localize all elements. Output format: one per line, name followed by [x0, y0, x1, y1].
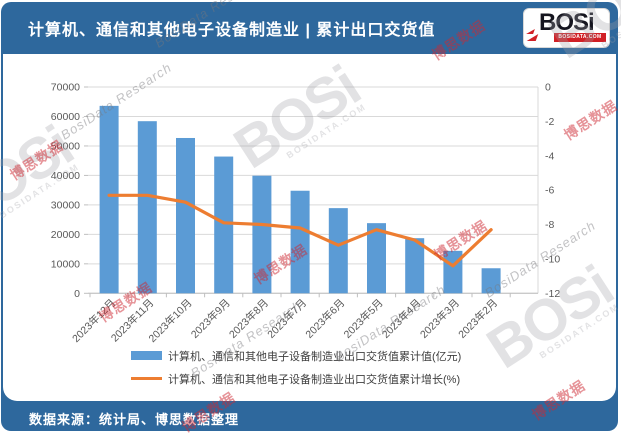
footer-bar: 数据来源：统计局、博思数据整理: [1, 401, 618, 431]
right-axis-label: 0: [545, 82, 551, 94]
bar-2023年3月: [443, 250, 463, 294]
bar-2023年6月: [328, 208, 348, 294]
right-axis-label: -8: [545, 219, 554, 231]
line-series-swatch-icon: [131, 377, 162, 380]
data-source-note: 数据来源：统计局、博思数据整理: [29, 412, 240, 427]
bar-2023年8月: [252, 175, 272, 294]
left-axis-label: 10000: [51, 258, 80, 270]
legend-label: 计算机、通信和其他电子设备制造业出口交货值累计值(亿元): [168, 350, 462, 363]
x-axis-label: 2023年9月: [188, 296, 233, 341]
x-axis-label: 2023年4月: [379, 296, 424, 341]
left-axis-label: 30000: [51, 199, 80, 211]
x-axis-label: 2023年3月: [417, 296, 462, 341]
bar-2023年11月: [137, 121, 157, 294]
x-axis-label: 2023年2月: [456, 296, 501, 341]
left-axis-label: 60000: [51, 111, 80, 123]
bar-2023年7月: [290, 190, 310, 294]
x-axis-label: 2023年5月: [341, 296, 386, 341]
bar-2023年2月: [481, 268, 501, 294]
legend-item-line: 计算机、通信和其他电子设备制造业出口交货值累计增长(%): [131, 367, 461, 390]
legend-item-bar: 计算机、通信和其他电子设备制造业出口交货值累计值(亿元): [131, 344, 461, 367]
header-bar: 计算机、通信和其他电子设备制造业 | 累计出口交货值: [1, 2, 618, 54]
growth-line: [107, 193, 493, 268]
left-axis-label: 0: [74, 288, 80, 300]
left-axis-label: 40000: [51, 170, 80, 182]
right-axis-label: -10: [545, 253, 560, 265]
legend-label: 计算机、通信和其他电子设备制造业出口交货值累计增长(%): [168, 373, 461, 386]
right-axis-label: -4: [545, 150, 554, 162]
x-axis-label: 2023年7月: [265, 296, 310, 341]
chart-legend: 计算机、通信和其他电子设备制造业出口交货值累计值(亿元) 计算机、通信和其他电子…: [131, 344, 461, 390]
logo-wordmark: BOSi: [539, 9, 595, 36]
left-axis-label: 70000: [51, 82, 80, 94]
bar-2023年9月: [214, 156, 234, 294]
left-axis-label: 20000: [51, 229, 80, 241]
page-title: 计算机、通信和其他电子设备制造业 | 累计出口交货值: [28, 22, 436, 39]
left-axis-label: 50000: [51, 140, 80, 152]
bosi-logo: BOSi BOSIDATA.COM: [524, 9, 609, 47]
bar-2023年5月: [367, 223, 386, 294]
bar-series-swatch-icon: [131, 351, 162, 360]
bar-2023年4月: [405, 238, 425, 294]
logo-domain: BOSIDATA.COM: [554, 33, 606, 42]
x-axis-label: 2023年6月: [303, 296, 348, 341]
x-axis-label: 2023年8月: [226, 296, 271, 341]
right-axis-label: -6: [545, 185, 554, 197]
bar-2023年12月: [99, 105, 119, 294]
bar-2023年10月: [176, 137, 195, 294]
right-axis-label: -2: [545, 116, 554, 128]
right-axis-label: -12: [545, 288, 560, 300]
